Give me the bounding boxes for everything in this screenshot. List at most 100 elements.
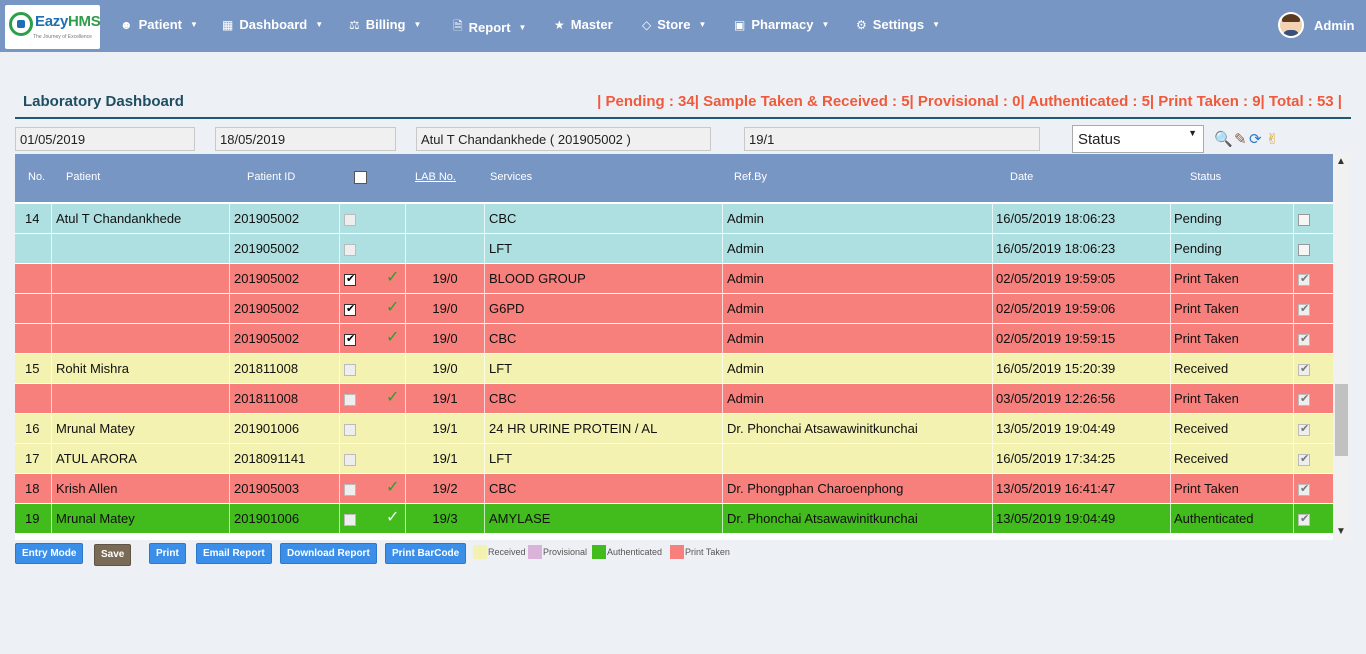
row-date: 13/05/2019 19:04:49: [996, 511, 1116, 526]
row-patient-id: 201905002: [234, 241, 300, 256]
table-row[interactable]: 16 Mrunal Matey 201901006 19/1 24 HR URINE P…: [15, 414, 1333, 444]
row-select-checkbox: [344, 454, 356, 466]
row-lab-no: 19/1: [432, 451, 458, 466]
nav-store[interactable]: ◇ Store ▼: [642, 17, 707, 32]
table-row[interactable]: 201811008 ✓ 19/1 CBC Admin 03/05/2019 12:26:5…: [15, 384, 1333, 414]
row-no: 16: [25, 421, 40, 436]
row-patient-id: 201905002: [234, 211, 300, 226]
from-date-input[interactable]: [15, 127, 195, 151]
table-row[interactable]: 15 Rohit Mishra 201811008 19/0 LFT Admin 16/05…: [15, 354, 1333, 384]
cell-divider: [1293, 324, 1294, 354]
app-logo[interactable]: EazyHMS The Journey of Excellence: [5, 5, 101, 49]
cell-divider: [722, 444, 723, 474]
status-select[interactable]: Status ▼: [1072, 125, 1204, 153]
refresh-icon[interactable]: ⟳: [1249, 131, 1262, 148]
row-status: Pending: [1174, 241, 1222, 256]
row-lab-no: 19/1: [432, 391, 458, 406]
cell-divider: [1293, 384, 1294, 414]
row-print-checkbox[interactable]: [1298, 214, 1310, 226]
cell-divider: [51, 324, 52, 354]
row-ref-by: Admin: [727, 271, 764, 286]
broom-icon[interactable]: ✌: [1266, 131, 1279, 148]
table-row[interactable]: 201905002 ✓ 19/0 CBC Admin 02/05/2019 19:59:1…: [15, 324, 1333, 354]
cell-divider: [51, 414, 52, 444]
row-no: 14: [25, 211, 40, 226]
grid-scrollbar[interactable]: ▲ ▼: [1333, 154, 1350, 540]
cell-divider: [722, 324, 723, 354]
legend-provisional: Provisional: [528, 545, 587, 559]
cell-divider: [1170, 204, 1171, 234]
row-select-checkbox: [344, 244, 356, 256]
logo-tagline: The Journey of Excellence: [33, 34, 92, 40]
cell-divider: [229, 264, 230, 294]
cell-divider: [339, 264, 340, 294]
row-ref-by: Admin: [727, 241, 764, 256]
nav-patient[interactable]: ☻ Patient ▼: [120, 17, 198, 32]
select-all-checkbox[interactable]: [354, 171, 367, 184]
scroll-up-icon[interactable]: ▲: [1336, 156, 1346, 167]
cell-divider: [1170, 384, 1171, 414]
grid-body: 14 Atul T Chandankhede 201905002 CBC Admin 16…: [15, 204, 1333, 534]
download-report-button[interactable]: Download Report: [280, 543, 377, 564]
print-barcode-button[interactable]: Print BarCode: [385, 543, 467, 564]
lab-no-input[interactable]: [744, 127, 1040, 151]
row-service: LFT: [489, 241, 513, 256]
nav-report[interactable]: 🗎 Report ▼: [453, 17, 526, 38]
eraser-icon[interactable]: ✎: [1234, 131, 1247, 148]
row-patient-id: 201811008: [234, 361, 299, 376]
col-no: No.: [28, 171, 46, 183]
user-menu[interactable]: Admin: [1278, 12, 1354, 38]
table-row[interactable]: 201905002 LFT Admin 16/05/2019 18:06:23 Pend…: [15, 234, 1333, 264]
table-row[interactable]: 19 Mrunal Matey 201901006 ✓ 19/3 AMYLASE Dr. P…: [15, 504, 1333, 534]
row-service: CBC: [489, 331, 517, 346]
row-lab-no: 19/0: [432, 301, 458, 316]
cell-divider: [1293, 204, 1294, 234]
cell-divider: [339, 444, 340, 474]
row-service: AMYLASE: [489, 511, 551, 526]
row-lab-no: [406, 204, 484, 234]
col-lab-no[interactable]: LAB No.: [415, 171, 456, 183]
nav-master[interactable]: ★ Master: [554, 17, 613, 32]
save-button[interactable]: Save: [94, 544, 132, 566]
row-select-checkbox[interactable]: [344, 302, 356, 316]
row-lab-no: 19/3: [432, 511, 458, 526]
cell-divider: [484, 384, 485, 414]
cell-divider: [992, 204, 993, 234]
row-ref-by: Dr. Phonchai Atsawawinitkunchai: [727, 421, 918, 436]
grid-header: No. Patient Patient ID LAB No. Services …: [15, 154, 1333, 202]
file-icon: 🗎: [453, 19, 463, 33]
nav-billing[interactable]: ⚖ Billing ▼: [349, 17, 422, 32]
cell-divider: [229, 414, 230, 444]
table-row[interactable]: 201905002 ✓ 19/0 BLOOD GROUP Admin 02/05/2019…: [15, 264, 1333, 294]
row-status: Authenticated: [1174, 511, 1254, 526]
to-date-input[interactable]: [215, 127, 396, 151]
table-row[interactable]: 18 Krish Allen 201905003 ✓ 19/2 CBC Dr. Phongp…: [15, 474, 1333, 504]
entry-mode-button[interactable]: Entry Mode: [15, 543, 84, 564]
cell-divider: [992, 354, 993, 384]
sample-taken-check-icon: ✓: [386, 509, 400, 526]
cell-divider: [1170, 234, 1171, 264]
print-button[interactable]: Print: [149, 543, 186, 564]
nav-dashboard[interactable]: ▦ Dashboard ▼: [222, 17, 324, 32]
nav-settings[interactable]: ⚙ Settings ▼: [856, 17, 940, 32]
nav-pharmacy[interactable]: ▣ Pharmacy ▼: [734, 17, 830, 32]
table-row[interactable]: 14 Atul T Chandankhede 201905002 CBC Admin 16…: [15, 204, 1333, 234]
col-status: Status: [1190, 171, 1222, 183]
cell-divider: [339, 504, 340, 534]
row-patient: Rohit Mishra: [56, 361, 129, 376]
patient-search-input[interactable]: [416, 127, 711, 151]
legend-authenticated: Authenticated: [592, 545, 662, 559]
table-row[interactable]: 201905002 ✓ 19/0 G6PD Admin 02/05/2019 19:59:…: [15, 294, 1333, 324]
email-report-button[interactable]: Email Report: [196, 543, 272, 564]
row-select-checkbox[interactable]: [344, 332, 356, 346]
row-select-checkbox[interactable]: [344, 272, 356, 286]
row-print-checkbox[interactable]: [1298, 244, 1310, 256]
table-row[interactable]: 17 ATUL ARORA 2018091141 19/1 LFT 16/05/2019 …: [15, 444, 1333, 474]
scroll-thumb[interactable]: [1335, 384, 1348, 456]
search-icon[interactable]: 🔍: [1214, 131, 1233, 148]
cell-divider: [484, 504, 485, 534]
cell-divider: [484, 354, 485, 384]
cell-divider: [405, 354, 406, 384]
scroll-down-icon[interactable]: ▼: [1336, 526, 1346, 537]
row-ref-by: Admin: [727, 391, 764, 406]
